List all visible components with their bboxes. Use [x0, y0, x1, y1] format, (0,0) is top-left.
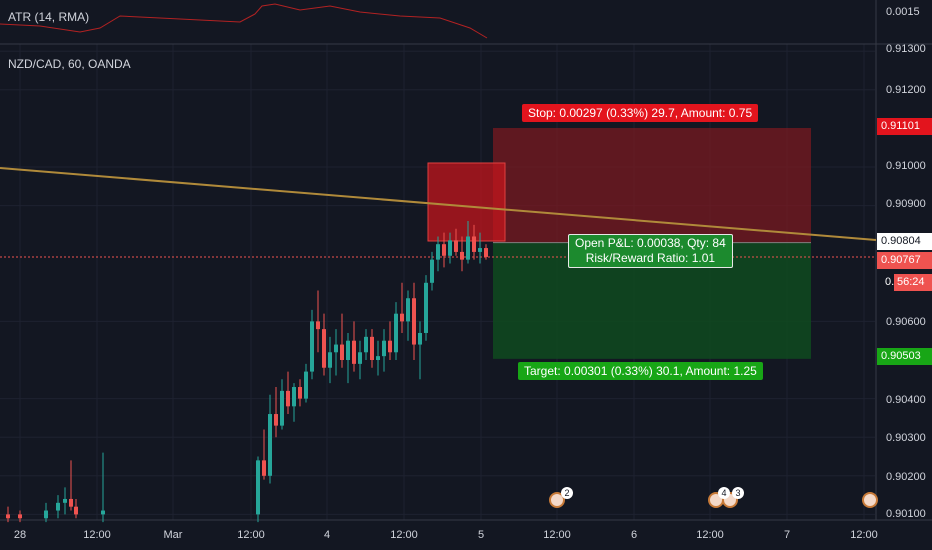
candle-body [292, 387, 296, 407]
price-tick: 0.90900 [886, 198, 926, 210]
time-label: 6 [630, 529, 638, 541]
price-tick: 0.91200 [886, 84, 926, 96]
event-marker-canada[interactable] [862, 492, 878, 508]
candle-body [484, 248, 488, 257]
time-label: 12:00 [390, 529, 418, 541]
time-label: Mar [163, 529, 183, 541]
candle-body [346, 340, 350, 360]
current-price-tag: 0.90767 [877, 252, 932, 269]
candle-body [322, 329, 326, 368]
stop-price-tag: 0.91101 [877, 118, 932, 135]
candle-body [286, 390, 290, 407]
target-price-tag: 0.90503 [877, 348, 932, 365]
candle-body [376, 356, 380, 360]
time-label: 5 [477, 529, 485, 541]
candle-body [262, 460, 266, 476]
candle-body [370, 336, 374, 360]
candle-body [268, 414, 272, 476]
price-tick: 0.90400 [886, 394, 926, 406]
event-count-badge: 2 [561, 487, 573, 499]
event-count-badge: 3 [732, 487, 744, 499]
candle-body [448, 240, 452, 256]
stop-zone [493, 128, 811, 243]
candle-body [364, 336, 368, 353]
price-tick: 0.91300 [886, 43, 926, 55]
candle-body [400, 313, 404, 322]
time-label: 4 [323, 529, 331, 541]
atr-line [0, 3, 488, 39]
candle-body [478, 248, 482, 252]
candle-body [424, 282, 428, 333]
price-tick: 0.91000 [886, 160, 926, 172]
candle-body [382, 340, 386, 357]
candle-body [460, 251, 464, 260]
trendline-price-tag: 0.90804 [877, 233, 932, 250]
symbol-title[interactable]: NZD/CAD, 60, OANDA [8, 57, 131, 71]
risk-reward-text: Risk/Reward Ratio: 1.01 [585, 251, 716, 265]
candle-body [56, 502, 60, 511]
candle-body [316, 321, 320, 330]
target-label[interactable]: Target: 0.00301 (0.33%) 30.1, Amount: 1.… [518, 362, 763, 380]
stop-label[interactable]: Stop: 0.00297 (0.33%) 29.7, Amount: 0.75 [522, 104, 759, 122]
open-pnl-text: Open P&L: 0.00038, Qty: 84 [575, 236, 726, 250]
candle-body [280, 390, 284, 426]
trendline [0, 167, 877, 241]
candle-body [63, 498, 67, 503]
candle-body [394, 313, 398, 353]
candle-body [406, 298, 410, 322]
atr-axis-tick: 0.0015 [886, 6, 920, 18]
bar-countdown: 56:24 [894, 274, 932, 291]
candle-body [304, 371, 308, 399]
candle-body [274, 414, 278, 426]
pnl-label[interactable]: Open P&L: 0.00038, Qty: 84 Risk/Reward R… [568, 234, 733, 268]
candle-body [328, 352, 332, 368]
atr-indicator-title[interactable]: ATR (14, RMA) [8, 10, 90, 24]
candle-body [298, 387, 302, 399]
candle-body [388, 340, 392, 353]
time-label: 12:00 [850, 529, 878, 541]
price-tick: 0.90300 [886, 432, 926, 444]
time-label: 12:00 [237, 529, 265, 541]
candle-body [352, 340, 356, 364]
candle-body [256, 460, 260, 515]
time-label: 28 [13, 529, 27, 541]
highlight-box [427, 162, 506, 242]
candle-body [74, 506, 78, 515]
price-tick: 0.90100 [886, 508, 926, 520]
candle-body [418, 332, 422, 345]
price-tick: 0.90200 [886, 471, 926, 483]
candle-body [442, 244, 446, 256]
candle-body [436, 244, 440, 260]
time-label: 12:00 [696, 529, 724, 541]
time-label: 12:00 [83, 529, 111, 541]
candle-body [454, 240, 458, 252]
candle-body [334, 344, 338, 353]
event-count-badge: 4 [718, 487, 730, 499]
candle-body [69, 498, 73, 507]
time-label: 7 [783, 529, 791, 541]
time-label: 12:00 [543, 529, 571, 541]
candle-body [340, 344, 344, 360]
candle-body [310, 321, 314, 372]
candle-body [466, 236, 470, 260]
price-tick: 0.90600 [886, 316, 926, 328]
candle-body [412, 298, 416, 345]
candle-body [430, 259, 434, 283]
candle-body [44, 510, 48, 519]
candle-body [472, 236, 476, 252]
candle-body [18, 514, 22, 519]
candle-body [6, 514, 10, 519]
candle-body [101, 510, 105, 515]
candle-body [358, 352, 362, 364]
